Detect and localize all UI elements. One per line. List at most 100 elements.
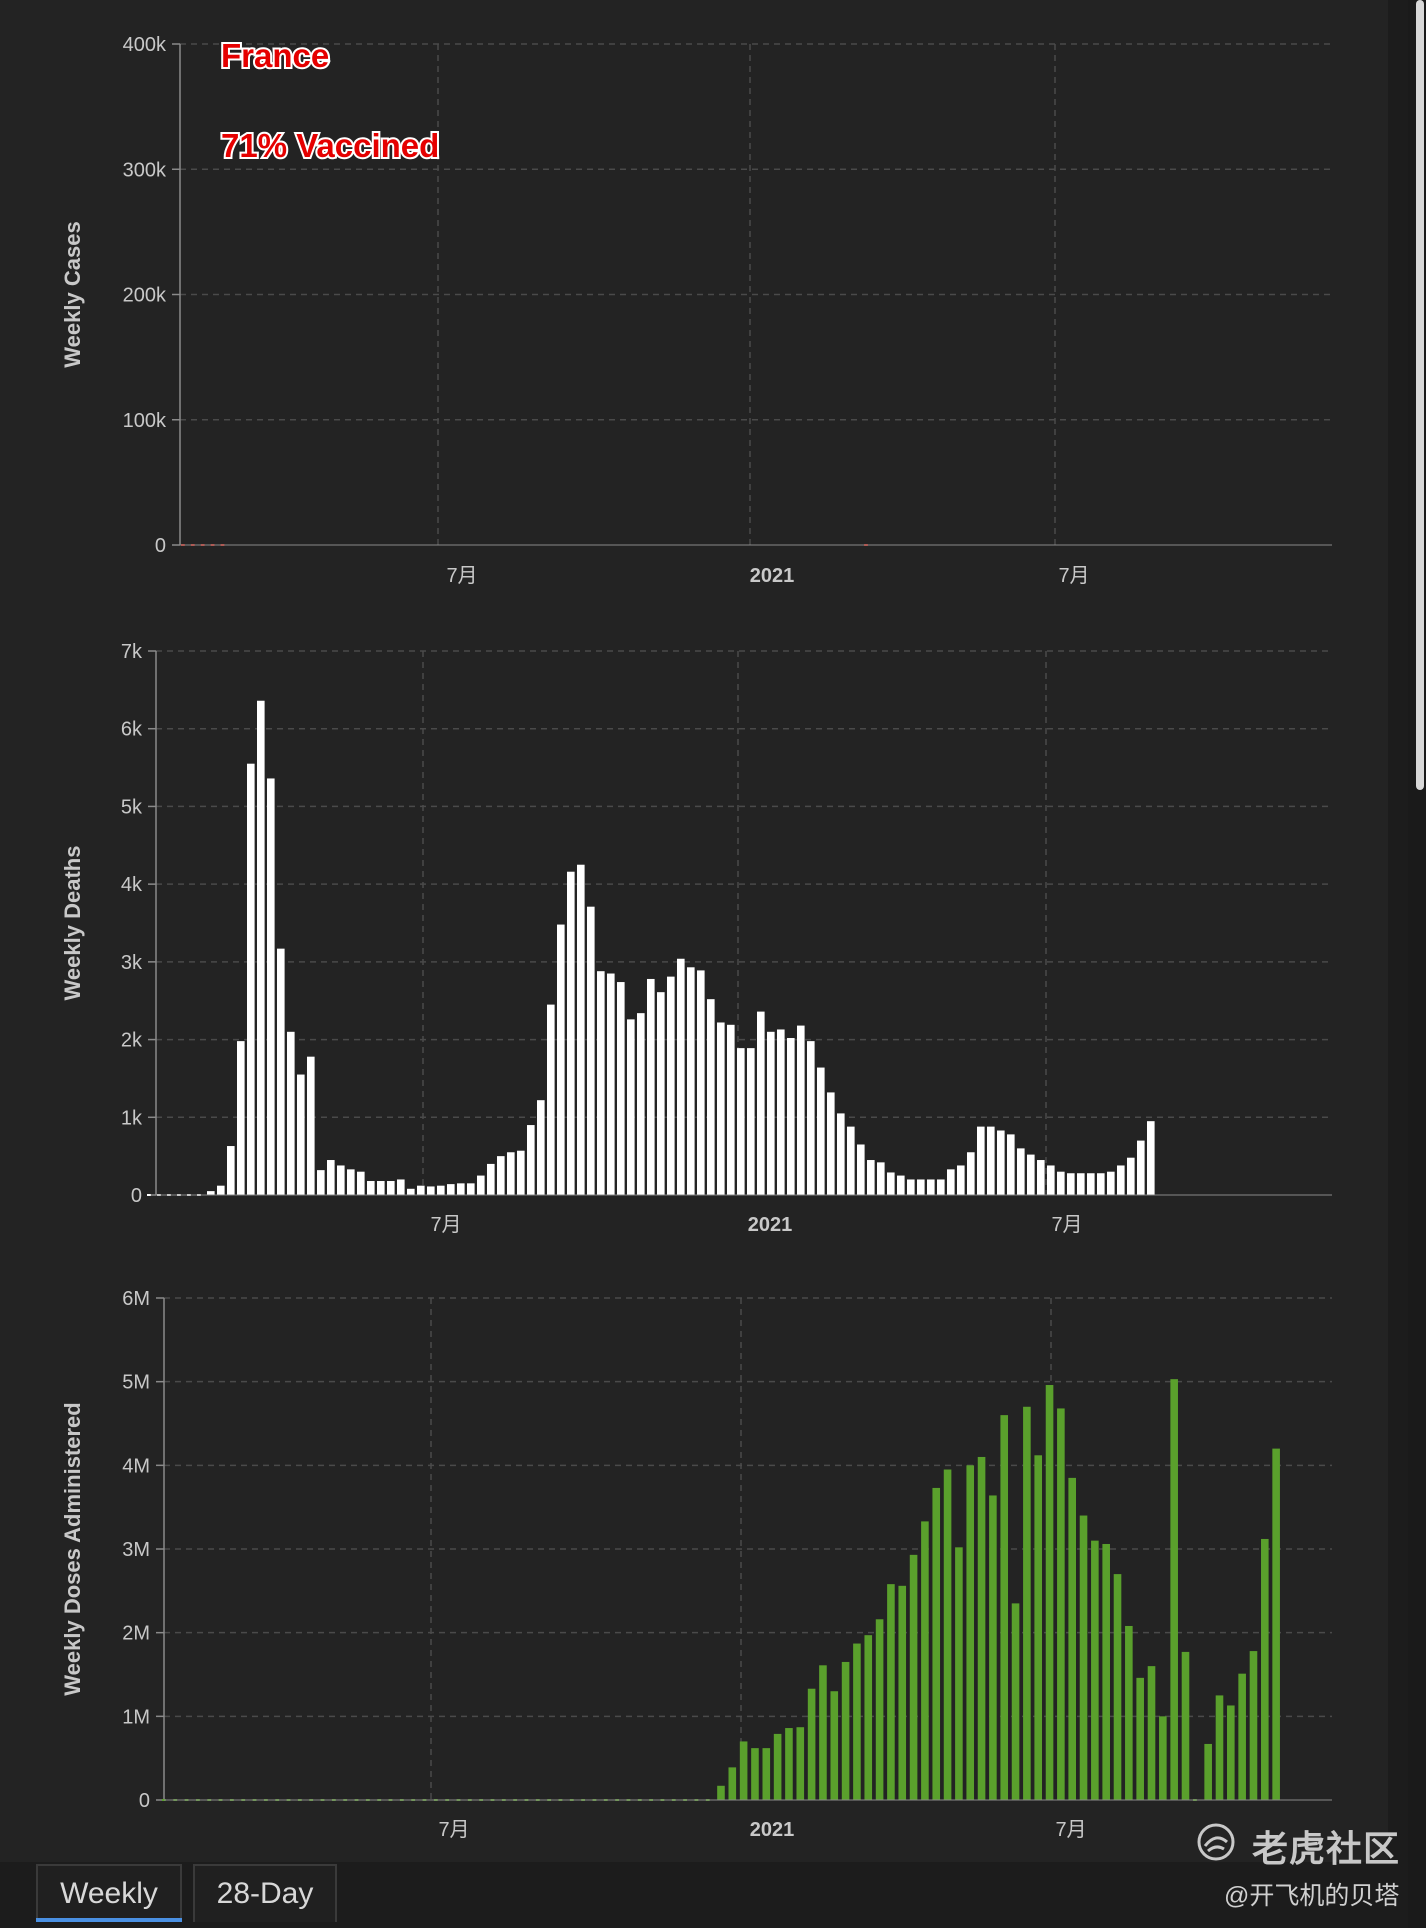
x-tick-label: 7月 [1058,565,1089,587]
bar [1079,1515,1088,1800]
weekly-doses-chart: 0 1M 2M 3M 4M 5M 6M 7月 2021 7月 Weekly Doses Admini… [60,1288,1332,1841]
bar [817,1067,825,1195]
bar [597,971,605,1195]
bar [977,1126,985,1195]
y-tick-label: 0 [139,1790,150,1812]
x-tick-label: 2021 [750,565,795,587]
bar [487,1163,495,1195]
bar [267,778,275,1195]
bar [327,1160,335,1195]
bar [1037,1160,1045,1195]
bar [796,1727,805,1800]
bar [607,973,615,1195]
bar [207,1191,215,1195]
bar [1113,1574,1122,1800]
bar [841,1661,850,1800]
bar [1215,1695,1224,1800]
bar [347,1169,355,1195]
bar [647,978,655,1195]
bar [617,982,625,1195]
bar [785,1728,793,1800]
bar [827,1092,835,1195]
scrollbar-thumb[interactable] [1416,0,1424,790]
bar [1147,1121,1155,1195]
x-tick-label: 7月 [446,565,477,587]
y-tick-label: 6k [121,719,143,741]
bar [397,1179,405,1195]
y-tick-label: 3k [121,952,143,974]
bar [677,958,685,1195]
weekly-cases-chart: 0 100k 200k 300k 400k 7月 2021 7月 Weekly Cases [60,34,1332,587]
bar [739,1741,748,1800]
tab-weekly[interactable]: Weekly [36,1864,182,1922]
bar [997,1130,1005,1195]
bar [987,1126,995,1195]
bar [727,1024,735,1195]
bar [557,924,565,1195]
tab-active-indicator [36,1918,182,1922]
y-tick-label: 2k [121,1030,143,1052]
bar [687,967,695,1195]
x-tick-label: 2021 [748,1214,793,1236]
bar [587,906,595,1195]
bar [637,1013,645,1195]
bar [467,1183,475,1195]
tab-28-day[interactable]: 28-Day [193,1864,337,1922]
bar [807,1688,816,1800]
y-tick-label: 3M [122,1539,150,1561]
bar [1102,1543,1110,1800]
bar [907,1179,915,1195]
bar [257,700,265,1195]
bar [1249,1651,1258,1800]
bar [697,970,705,1195]
bar [830,1691,839,1800]
bar [1181,1651,1190,1800]
bar [1272,1448,1280,1800]
bar [297,1074,305,1195]
y-tick-label: 0 [155,535,166,557]
bar [757,1011,765,1195]
bar [427,1186,435,1195]
bar [1007,1134,1015,1195]
bar [898,1585,907,1800]
bar [437,1185,445,1195]
bar [1127,1157,1135,1195]
bar [957,1165,965,1195]
bar [777,1029,785,1195]
bar [457,1183,465,1195]
bar [937,1179,945,1195]
y-axis-label: Weekly Deaths [60,846,85,1001]
bar [517,1150,525,1195]
bar [1117,1165,1125,1195]
bar [864,1635,873,1800]
bar [547,1004,555,1195]
bar [1170,1379,1178,1800]
bar [1159,1716,1167,1800]
vaccinated-annotation: 71% Vaccined [221,127,439,164]
bar [337,1165,345,1195]
bar [217,1185,225,1195]
bar [1068,1477,1076,1800]
y-axis-label: Weekly Doses Administered [60,1402,85,1695]
bar [1238,1673,1246,1800]
x-tick-label: 7月 [1055,1819,1086,1841]
bar [667,976,675,1195]
chart-panel [0,0,1388,1862]
bar [1107,1171,1115,1195]
x-tick-label: 7月 [1051,1214,1082,1236]
bar [527,1125,535,1195]
bar [1147,1666,1156,1800]
bar [1091,1540,1099,1800]
bar [1204,1743,1212,1800]
bar [847,1126,855,1195]
bar [1023,1406,1031,1800]
bar [407,1188,415,1195]
bar [1137,1140,1145,1195]
bar [947,1169,955,1195]
bar [1227,1705,1235,1800]
y-tick-label: 200k [123,285,167,307]
y-tick-label: 1k [121,1107,143,1129]
bar [287,1031,295,1195]
y-tick-label: 300k [123,159,167,181]
bar [877,1162,885,1195]
